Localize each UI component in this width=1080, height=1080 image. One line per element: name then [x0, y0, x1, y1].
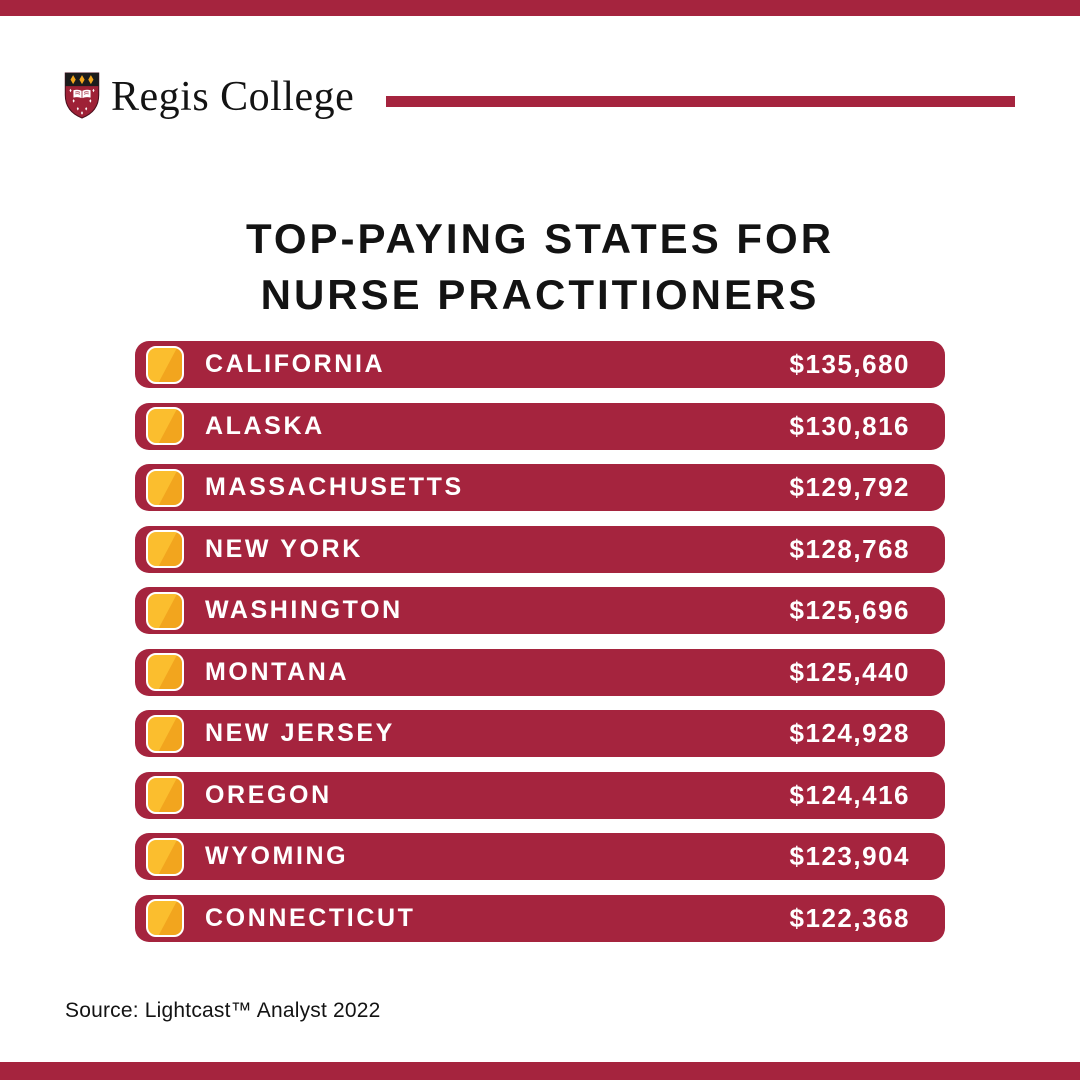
- regis-college-crest-icon: [64, 72, 100, 119]
- state-salary-row: CONNECTICUT $122,368: [135, 894, 945, 942]
- state-label: WASHINGTON: [205, 596, 403, 624]
- salary-value: $122,368: [789, 902, 910, 933]
- gold-square-bullet-icon: [146, 653, 184, 691]
- bottom-border-strip: [0, 1062, 1080, 1080]
- page-title-line1: TOP-PAYING STATES FOR: [245, 215, 835, 263]
- state-label: NEW YORK: [205, 534, 363, 563]
- state-label: NEW JERSEY: [205, 719, 395, 747]
- salary-value: $124,416: [789, 779, 910, 810]
- gold-square-bullet-icon: [146, 530, 184, 568]
- gold-square-bullet-icon: [146, 345, 184, 384]
- salary-value: $128,768: [789, 533, 910, 564]
- page-title: TOP-PAYING STATES FOR NURSE PRACTITIONER…: [0, 211, 1080, 322]
- top-border-strip: [0, 0, 1080, 16]
- salary-value: $123,904: [789, 841, 910, 871]
- salary-value: $124,928: [789, 718, 910, 748]
- state-label: MONTANA: [205, 657, 350, 686]
- gold-square-bullet-icon: [146, 837, 184, 876]
- gold-square-bullet-icon: [146, 714, 184, 753]
- state-salary-row: MONTANA $125,440: [135, 648, 945, 696]
- gold-square-bullet-icon: [146, 899, 184, 937]
- state-salary-row: CALIFORNIA $135,680: [135, 341, 945, 388]
- page-title-line2: NURSE PRACTITIONERS: [260, 270, 820, 318]
- state-label: WYOMING: [205, 842, 349, 870]
- state-salary-row: NEW YORK $128,768: [135, 525, 945, 573]
- ranking-list: CALIFORNIA $135,680 ALASKA $130,816 MASS…: [135, 341, 945, 942]
- state-salary-row: WASHINGTON $125,696: [135, 587, 945, 634]
- state-label: ALASKA: [205, 411, 325, 440]
- gold-square-bullet-icon: [146, 468, 184, 507]
- state-label: CONNECTICUT: [205, 903, 416, 932]
- state-salary-row: NEW JERSEY $124,928: [135, 710, 945, 757]
- gold-square-bullet-icon: [146, 776, 184, 814]
- salary-value: $125,440: [789, 656, 910, 687]
- salary-value: $129,792: [789, 472, 910, 502]
- brand-wordmark: Regis College: [111, 73, 355, 120]
- state-salary-row: WYOMING $123,904: [135, 833, 945, 880]
- state-salary-row: OREGON $124,416: [135, 771, 945, 819]
- state-label: OREGON: [205, 780, 332, 809]
- state-label: CALIFORNIA: [205, 350, 386, 378]
- salary-value: $125,696: [789, 595, 910, 625]
- state-salary-row: ALASKA $130,816: [135, 402, 945, 450]
- gold-square-bullet-icon: [146, 407, 184, 445]
- salary-value: $135,680: [789, 349, 910, 379]
- state-salary-row: MASSACHUSETTS $129,792: [135, 464, 945, 511]
- gold-square-bullet-icon: [146, 591, 184, 630]
- header-accent-bar: [386, 96, 1015, 107]
- source-citation: Source: Lightcast™ Analyst 2022: [65, 999, 381, 1022]
- regis-college-logo: Regis College: [64, 72, 354, 119]
- state-label: MASSACHUSETTS: [205, 473, 464, 501]
- salary-value: $130,816: [789, 410, 910, 441]
